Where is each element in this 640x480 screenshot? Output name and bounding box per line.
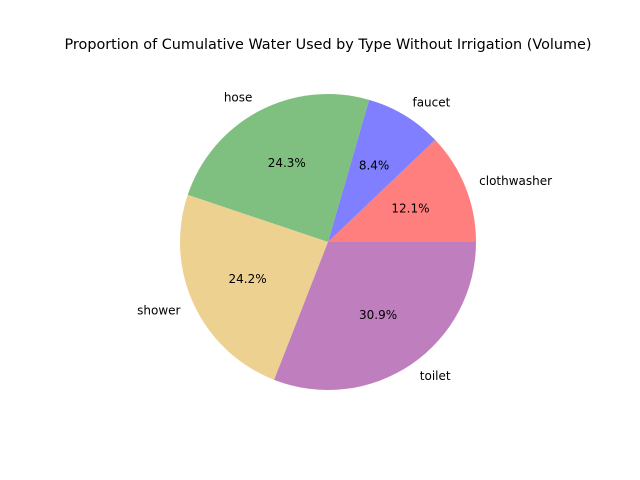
pie-slice-shower bbox=[180, 194, 328, 380]
slice-percent-clothwasher: 12.1% bbox=[391, 202, 429, 216]
pie-slice-faucet bbox=[328, 99, 436, 242]
slice-label-hose: hose bbox=[224, 90, 253, 104]
pie-slice-clothwasher bbox=[328, 139, 476, 242]
pie-labels: clothwasher 12.1% faucet 8.4% hose 24.3% showe… bbox=[137, 90, 552, 383]
pie-slice-hose bbox=[187, 93, 370, 242]
slice-percent-shower: 24.2% bbox=[228, 272, 266, 286]
pie-slice-toilet bbox=[274, 242, 476, 390]
slice-label-shower: shower bbox=[137, 303, 180, 317]
slice-percent-toilet: 30.9% bbox=[359, 308, 397, 322]
slice-label-toilet: toilet bbox=[420, 369, 451, 383]
slice-label-clothwasher: clothwasher bbox=[479, 174, 552, 188]
chart-title: Proportion of Cumulative Water Used by T… bbox=[64, 37, 591, 53]
slice-percent-hose: 24.3% bbox=[268, 156, 306, 170]
pie-slices bbox=[180, 93, 476, 390]
slice-label-faucet: faucet bbox=[412, 95, 450, 109]
slice-percent-faucet: 8.4% bbox=[359, 159, 390, 173]
